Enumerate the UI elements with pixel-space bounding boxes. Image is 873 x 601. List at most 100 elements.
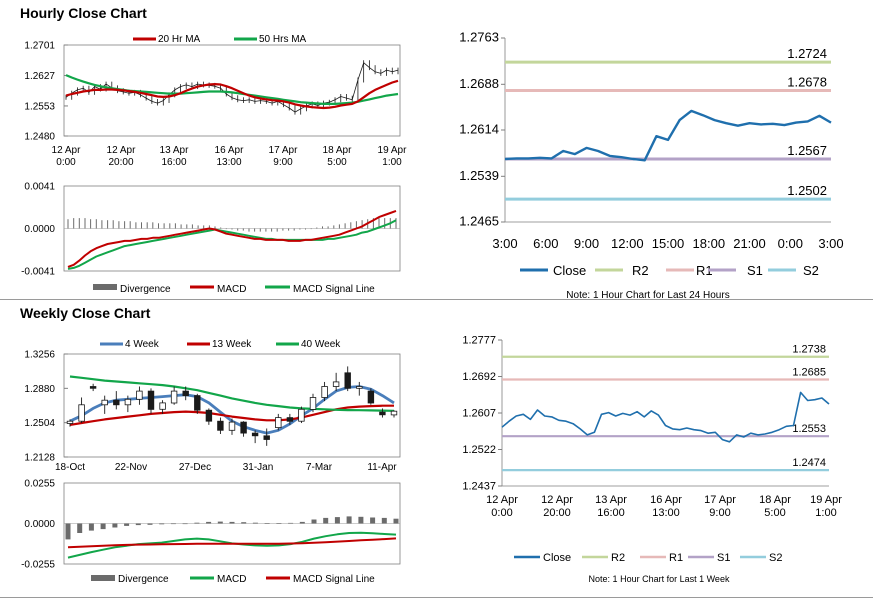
close-line <box>504 109 832 162</box>
divergence-bar <box>370 517 376 524</box>
x-tick-time: 5:00 <box>327 157 347 168</box>
section-divider <box>0 299 873 300</box>
legend-signal: MACD Signal Line <box>265 284 375 295</box>
level-label-r2: 1.2724 <box>787 46 827 61</box>
divergence-bar <box>288 228 290 231</box>
level-label-s1: 1.2567 <box>787 143 827 158</box>
divergence-bar <box>180 224 182 229</box>
candle-body <box>147 390 155 410</box>
y-tick: 1.2437 <box>462 481 496 493</box>
x-tick-date: 18 Apr <box>759 494 791 506</box>
divergence-bar <box>323 517 329 524</box>
candle-body <box>286 417 294 422</box>
x-tick-time: 16:00 <box>597 507 625 519</box>
divergence-bar <box>316 227 318 229</box>
x-tick-date: 17 Apr <box>704 494 736 506</box>
legend-label-40wk: 40 Week <box>301 339 341 350</box>
y-tick: 1.2128 <box>24 453 55 464</box>
divergence-bar <box>271 228 273 232</box>
candle-body <box>78 404 85 422</box>
x-tick: 7-Mar <box>306 462 333 473</box>
divergence-bar <box>170 523 176 525</box>
level-label-r2: 1.2738 <box>792 344 826 356</box>
divergence-bar <box>322 226 323 229</box>
x-tick: 18-Oct <box>55 462 85 473</box>
y-tick: 1.2688 <box>459 76 499 91</box>
divergence-bar <box>67 219 69 229</box>
y-tick: 0.0041 <box>24 182 55 193</box>
divergence-bar <box>355 221 357 229</box>
divergence-bar <box>194 522 200 524</box>
divergence-bar <box>276 523 282 524</box>
x-tick-date: 16 Apr <box>215 145 245 156</box>
divergence-bar <box>305 228 306 230</box>
candle-body <box>321 386 328 398</box>
legend-label-s2: S2 <box>769 552 782 564</box>
x-tick: 31-Jan <box>243 462 274 473</box>
candle-body <box>251 432 259 437</box>
candle-body <box>217 420 224 431</box>
divergence-bar <box>333 225 335 229</box>
legend-label-s1: S1 <box>747 263 763 278</box>
candle-body <box>113 399 120 406</box>
x-tick-date: 12 Apr <box>52 145 82 156</box>
divergence-bar <box>152 222 154 229</box>
divergence-bar <box>197 225 199 229</box>
divergence-bar <box>393 518 399 524</box>
legend-divergence: Divergence <box>93 284 171 295</box>
weekly-section-title: Weekly Close Chart <box>20 305 151 321</box>
legend-macd: MACD <box>190 284 246 295</box>
x-tick: 12:00 <box>611 236 644 251</box>
divergence-bar <box>163 223 165 229</box>
legend-4-week: 4 Week <box>100 339 160 350</box>
x-tick: 3:00 <box>492 236 517 251</box>
legend-label-close: Close <box>543 552 571 564</box>
divergence-bar <box>100 523 106 530</box>
legend-label-macd: MACD <box>217 574 246 585</box>
y-tick: 1.3256 <box>24 350 55 361</box>
divergence-bar <box>135 222 137 229</box>
level-label-s1: 1.2553 <box>792 423 826 435</box>
legend-label-20hr: 20 Hr MA <box>158 34 201 45</box>
legend-signal: MACD Signal Line <box>266 574 375 585</box>
macd-line <box>67 209 397 268</box>
divergence-bar <box>124 221 126 229</box>
candle-body <box>379 411 386 416</box>
x-tick-time: 1:00 <box>815 507 836 519</box>
13-week-ma-line <box>69 404 394 426</box>
legend-label-signal: MACD Signal Line <box>293 284 375 295</box>
divergence-bar <box>182 523 188 525</box>
x-tick-time: 9:00 <box>709 507 730 519</box>
divergence-bar <box>276 228 278 232</box>
divergence-bar <box>174 223 176 229</box>
legend-label-r2: R2 <box>611 552 625 564</box>
x-tick: 15:00 <box>652 236 685 251</box>
divergence-bar <box>65 523 71 540</box>
legend-label-s2: S2 <box>803 263 819 278</box>
divergence-bar <box>282 228 284 231</box>
divergence-bar <box>77 523 83 533</box>
x-tick: 3:00 <box>818 236 843 251</box>
divergence-bar <box>311 519 317 524</box>
legend-label-signal: MACD Signal Line <box>293 574 375 585</box>
divergence-bar <box>135 523 141 526</box>
divergence-bar <box>107 220 109 229</box>
x-tick-date: 12 Apr <box>107 145 137 156</box>
candle-body <box>124 398 132 406</box>
y-tick: 0.0000 <box>24 519 55 530</box>
legend-label-s1: S1 <box>717 552 730 564</box>
candle-body <box>228 421 236 431</box>
level-label-s2: 1.2474 <box>792 457 826 469</box>
plot-frame <box>63 353 401 458</box>
divergence-bar <box>147 523 153 525</box>
divergence-bar <box>206 521 212 524</box>
divergence-bar <box>203 225 205 229</box>
legend-label-50hr: 50 Hrs MA <box>259 34 307 45</box>
candle-body <box>344 372 351 389</box>
x-tick-time: 16:00 <box>161 157 186 168</box>
x-tick: 21:00 <box>733 236 766 251</box>
divergence-bar <box>384 218 386 229</box>
y-tick: 1.2701 <box>24 41 55 52</box>
divergence-bar <box>241 522 247 524</box>
divergence-bar <box>264 523 270 524</box>
